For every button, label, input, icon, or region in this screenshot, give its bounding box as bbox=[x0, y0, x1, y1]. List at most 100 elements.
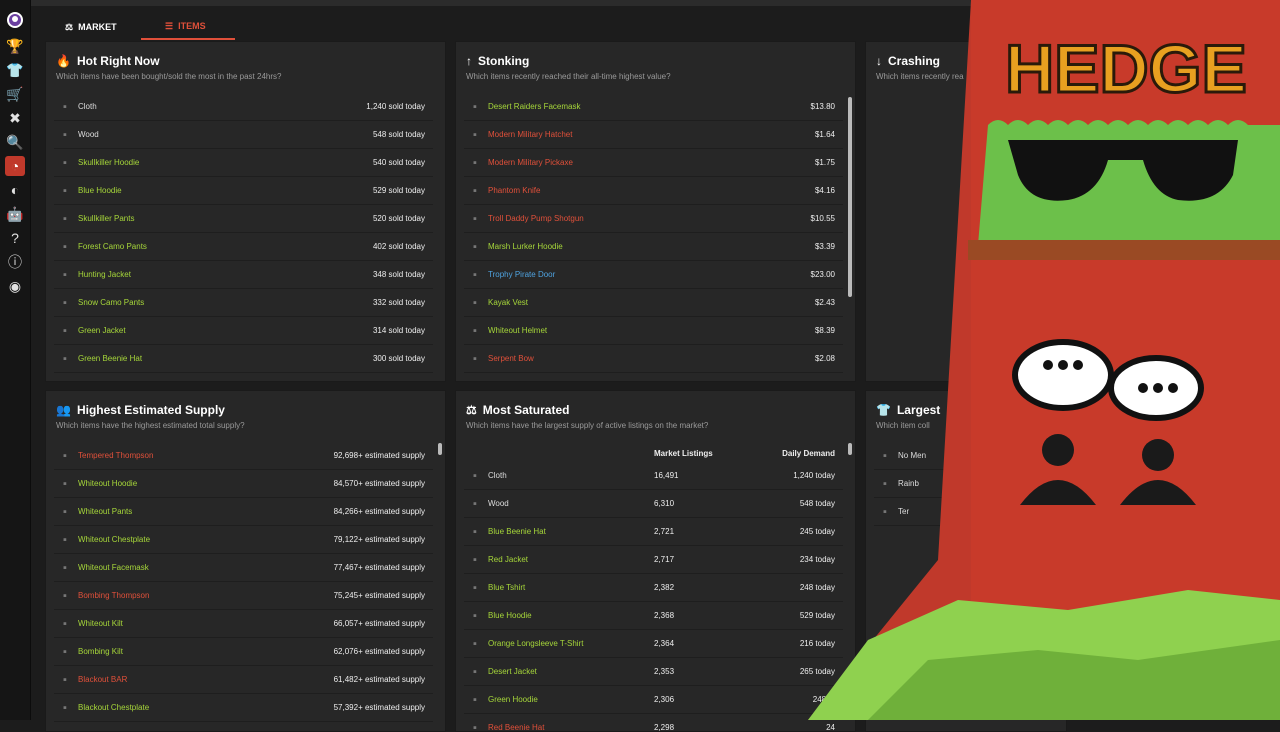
list-item[interactable]: ▪Kayak Vest$2.43 bbox=[464, 289, 843, 317]
robot-icon[interactable]: 🤖 bbox=[5, 204, 25, 224]
item-thumbnail-icon: ▪ bbox=[466, 719, 484, 732]
item-name[interactable]: Wood bbox=[78, 130, 373, 139]
item-name[interactable]: Cloth bbox=[78, 102, 366, 111]
item-name[interactable]: Whiteout Chestplate bbox=[78, 535, 334, 544]
item-name[interactable]: Forest Camo Pants bbox=[78, 242, 373, 251]
hedge-thumbnail: HEDGE bbox=[808, 0, 1280, 720]
item-name[interactable]: Whiteout Hoodie bbox=[78, 479, 334, 488]
item-name[interactable]: Phantom Knife bbox=[488, 186, 815, 195]
item-name[interactable]: Whiteout Facemask bbox=[78, 563, 334, 572]
list-item[interactable]: ▪Whiteout Helmet$8.39 bbox=[464, 317, 843, 345]
item-name[interactable]: Desert Raiders Facemask bbox=[488, 102, 811, 111]
info-icon[interactable]: ⓘ bbox=[5, 252, 25, 272]
list-item[interactable]: ▪Serpent Bow$2.08 bbox=[464, 345, 843, 373]
shirt-icon[interactable]: 👕 bbox=[5, 60, 25, 80]
item-name[interactable]: Modern Military Hatchet bbox=[488, 130, 815, 139]
list-item[interactable]: ▪Desert Raiders Facemask$13.80 bbox=[464, 93, 843, 121]
item-name[interactable]: Snow Camo Pants bbox=[78, 298, 373, 307]
tools-icon[interactable]: ✖ bbox=[5, 108, 25, 128]
item-name[interactable]: Troll Daddy Pump Shotgun bbox=[488, 214, 811, 223]
logo-icon[interactable] bbox=[5, 10, 25, 30]
trophy-icon[interactable]: 🏆 bbox=[5, 36, 25, 56]
item-name[interactable]: Green Beenie Hat bbox=[78, 354, 373, 363]
item-name[interactable]: Whiteout Kilt bbox=[78, 619, 334, 628]
scrollbar[interactable] bbox=[438, 443, 442, 455]
item-name[interactable]: Green Jacket bbox=[78, 326, 373, 335]
item-thumbnail-icon: ▪ bbox=[466, 322, 484, 340]
item-name[interactable]: Blue Hoodie bbox=[78, 186, 373, 195]
item-thumbnail-icon: ▪ bbox=[56, 671, 74, 689]
item-thumbnail-icon: ▪ bbox=[466, 350, 484, 368]
item-value: 314 sold today bbox=[373, 326, 425, 335]
item-name[interactable]: Blackout BAR bbox=[78, 675, 334, 684]
item-name[interactable]: Blackout Chestplate bbox=[78, 703, 334, 712]
user-icon[interactable]: ◉ bbox=[5, 276, 25, 296]
list-item[interactable]: ▪Modern Military Hatchet$1.64 bbox=[464, 121, 843, 149]
item-thumbnail-icon: ▪ bbox=[56, 350, 74, 368]
item-name[interactable]: Bombing Thompson bbox=[78, 591, 334, 600]
tab-market[interactable]: ⚖ MARKET bbox=[65, 14, 145, 40]
list-item[interactable]: ▪Phantom Knife$4.16 bbox=[464, 177, 843, 205]
item-name[interactable]: Kayak Vest bbox=[488, 298, 815, 307]
item-name[interactable]: Whiteout Helmet bbox=[488, 326, 815, 335]
item-name[interactable]: Trophy Pirate Door bbox=[488, 270, 811, 279]
item-name[interactable]: Serpent Bow bbox=[488, 354, 815, 363]
item-thumbnail-icon: ▪ bbox=[56, 182, 74, 200]
item-name[interactable]: Modern Military Pickaxe bbox=[488, 158, 815, 167]
item-name[interactable]: Tempered Thompson bbox=[78, 451, 334, 460]
discord-icon[interactable]: ◐ bbox=[5, 180, 25, 200]
item-name[interactable]: Marsh Lurker Hoodie bbox=[488, 242, 815, 251]
item-listings: 2,306 bbox=[654, 695, 674, 704]
item-name[interactable]: Skullkiller Pants bbox=[78, 214, 373, 223]
list-item[interactable]: ▪Trophy Pirate Door$23.00 bbox=[464, 261, 843, 289]
item-name[interactable]: Skullkiller Hoodie bbox=[78, 158, 373, 167]
list-item[interactable]: ▪Modern Military Pickaxe$1.75 bbox=[464, 149, 843, 177]
pie-chart-icon[interactable]: ◔ bbox=[5, 156, 25, 176]
item-name[interactable]: Whiteout Pants bbox=[78, 507, 334, 516]
help-icon[interactable]: ? bbox=[5, 228, 25, 248]
list-item[interactable]: ▪Troll Daddy Pump Shotgun$10.55 bbox=[464, 205, 843, 233]
list-item[interactable]: ▪Snow Camo Bandana292 sold today bbox=[54, 373, 433, 382]
cart-icon[interactable]: 🛒 bbox=[5, 84, 25, 104]
item-thumbnail-icon: ▪ bbox=[466, 495, 484, 513]
item-thumbnail-icon: ▪ bbox=[466, 182, 484, 200]
item-name[interactable]: Bombing Kilt bbox=[78, 647, 334, 656]
list-item[interactable]: ▪Marsh Lurker Hoodie$3.39 bbox=[464, 233, 843, 261]
saturated-title: Most Saturated bbox=[483, 403, 570, 417]
supply-subtitle: Which items have the highest estimated t… bbox=[56, 421, 245, 430]
list-item[interactable]: ▪Spraycan Sheet Metal Door$2.09 bbox=[464, 373, 843, 382]
search-icon[interactable]: 🔍 bbox=[5, 132, 25, 152]
item-name[interactable]: Hunting Jacket bbox=[78, 270, 373, 279]
tab-items[interactable]: ☰ ITEMS bbox=[141, 14, 235, 40]
